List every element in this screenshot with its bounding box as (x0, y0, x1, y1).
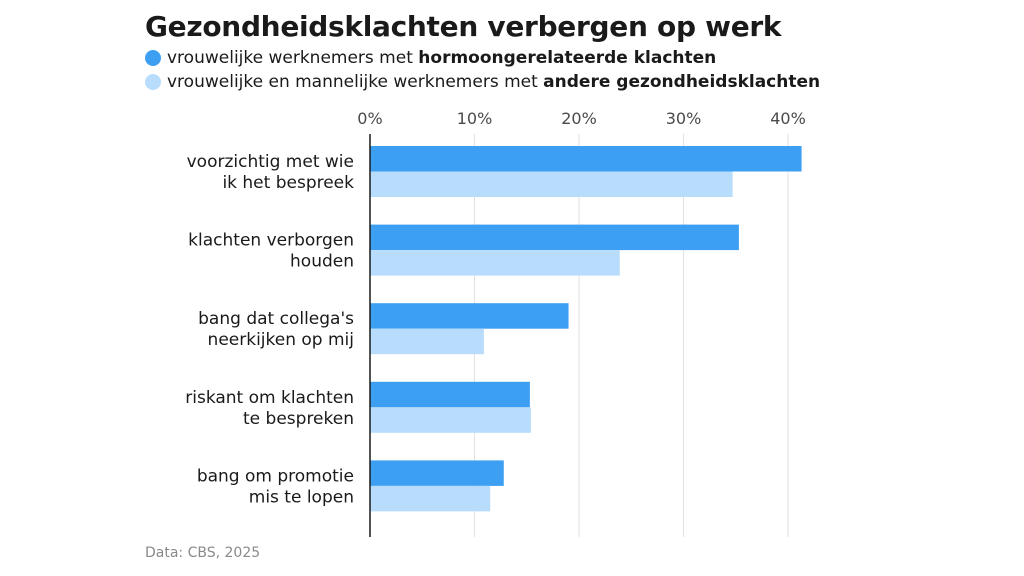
x-tick-label-0: 0% (357, 109, 382, 128)
x-tick-label-10: 10% (457, 109, 493, 128)
x-tick-label-30: 30% (666, 109, 702, 128)
source-note: Data: CBS, 2025 (145, 545, 261, 561)
legend-label-hormone: vrouwelijke werknemers met hormoongerela… (167, 48, 717, 68)
x-tick-label-20: 20% (561, 109, 597, 128)
bar-2-series-0 (370, 303, 569, 329)
category-label-2: bang dat collega's neerkijken op mij (198, 309, 354, 350)
legend: vrouwelijke werknemers met hormoongerela… (145, 46, 820, 94)
bar-3-series-0 (370, 381, 530, 408)
category-label-0: voorzichtig met wie ik het bespreek (187, 152, 355, 193)
category-label-4: bang om promotie mis te lopen (197, 466, 354, 507)
x-tick-label-40: 40% (770, 109, 806, 128)
bar-0-series-1 (370, 171, 733, 197)
legend-swatch-hormone (145, 50, 161, 66)
bar-4-series-0 (370, 460, 504, 486)
chart-title: Gezondheidsklachten verbergen op werk (145, 10, 782, 43)
legend-item-hormone: vrouwelijke werknemers met hormoongerela… (145, 46, 820, 70)
category-label-1: klachten verborgen houden (188, 231, 354, 272)
legend-label-other: vrouwelijke en mannelijke werknemers met… (167, 72, 821, 92)
bar-3-series-1 (370, 407, 531, 433)
legend-swatch-other (145, 74, 161, 90)
legend-item-other: vrouwelijke en mannelijke werknemers met… (145, 70, 820, 94)
bar-1-series-1 (370, 250, 620, 276)
bar-1-series-0 (370, 224, 739, 251)
bar-2-series-1 (370, 328, 484, 355)
category-label-3: riskant om klachten te bespreken (185, 388, 354, 429)
bar-0-series-0 (370, 146, 802, 172)
bar-4-series-1 (370, 485, 491, 512)
